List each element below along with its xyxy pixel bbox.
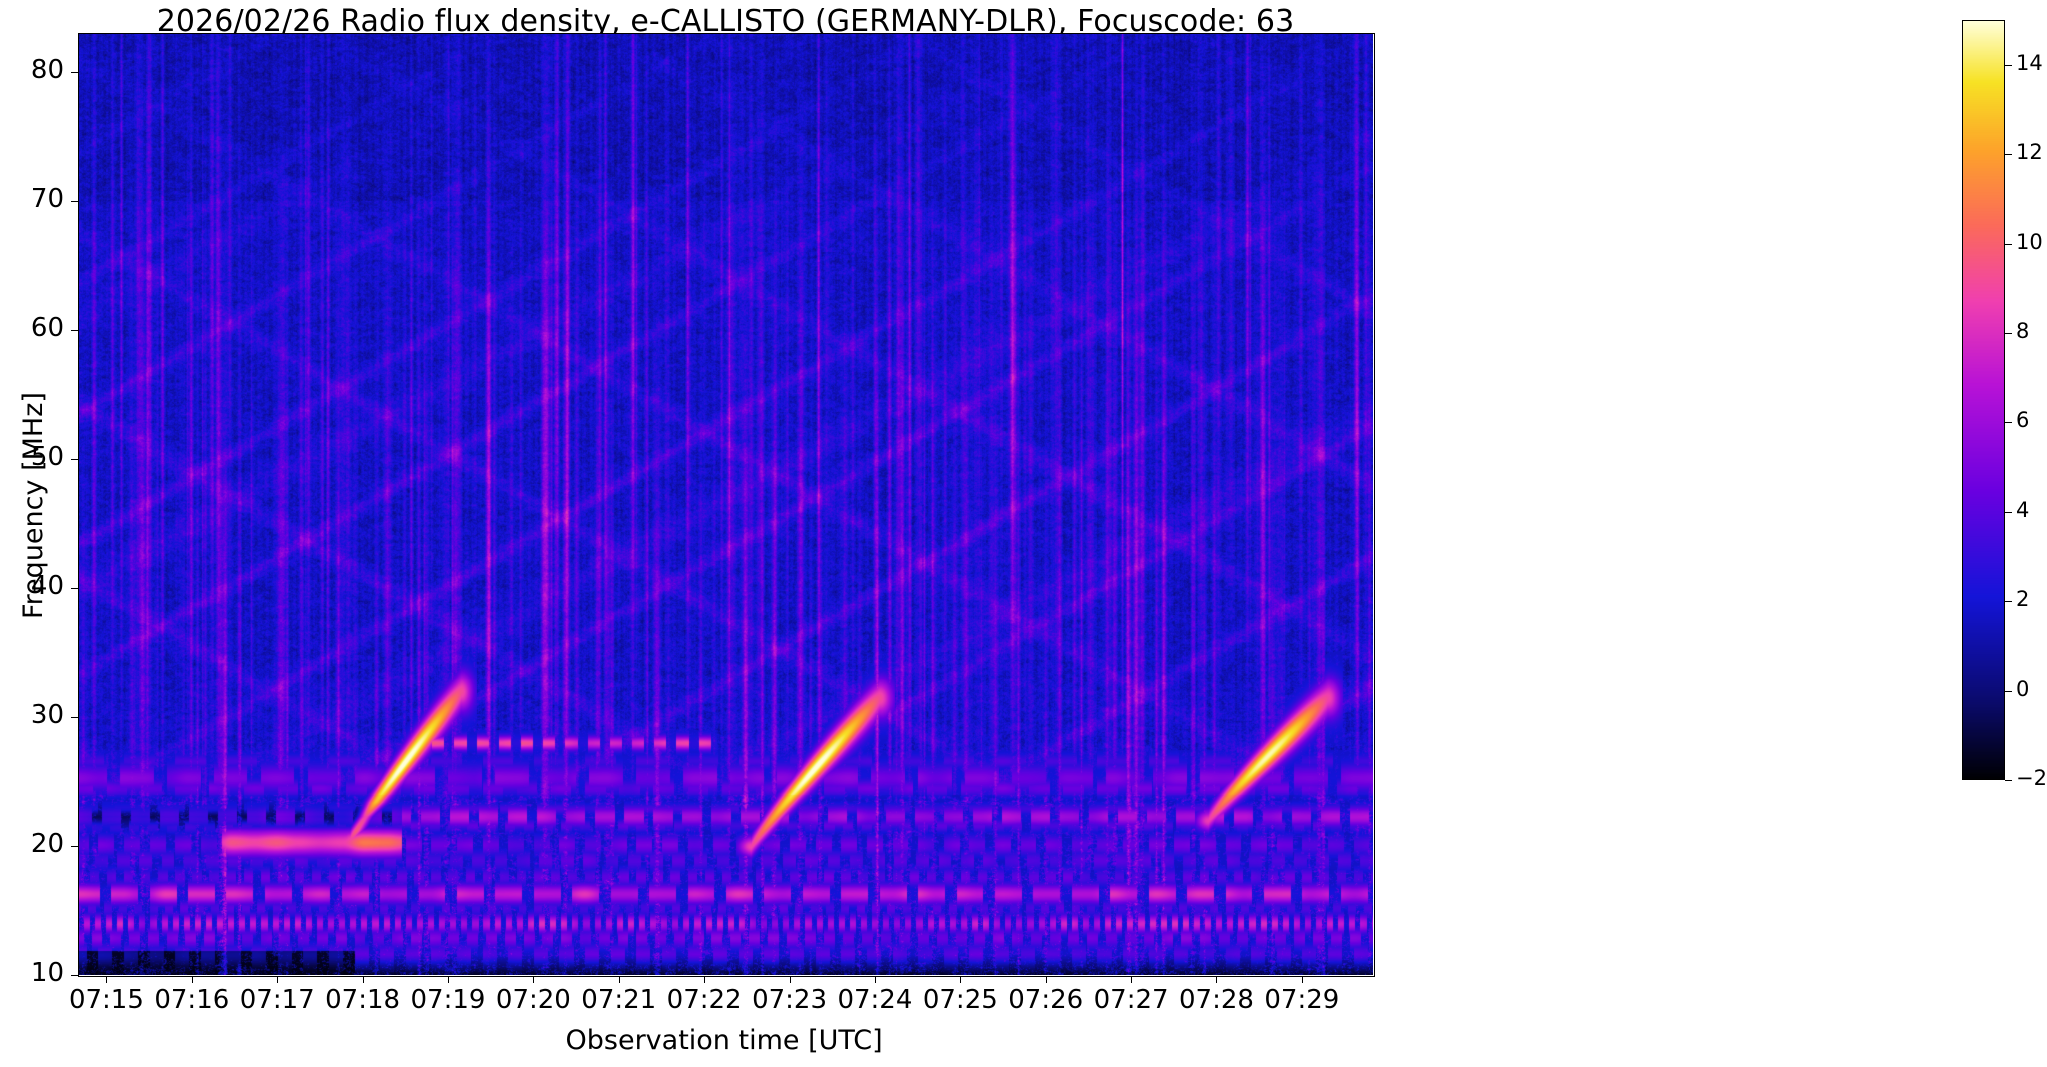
- y-tick-label: 30: [30, 699, 64, 730]
- y-tick-mark: [71, 458, 78, 460]
- colorbar-tick-label: −2: [2016, 766, 2047, 790]
- x-tick-label: 07:19: [410, 985, 486, 1015]
- x-tick-mark: [874, 976, 876, 983]
- x-tick-mark: [1216, 976, 1218, 983]
- y-tick-label: 50: [30, 441, 64, 472]
- colorbar-tick-mark: [2005, 422, 2012, 424]
- colorbar-tick-mark: [2005, 332, 2012, 334]
- colorbar-tick-mark: [2005, 690, 2012, 692]
- x-tick-label: 07:26: [1008, 985, 1084, 1015]
- colorbar-tick-label: 0: [2016, 676, 2030, 701]
- y-tick-mark: [71, 329, 78, 331]
- y-tick-label: 10: [30, 958, 64, 988]
- y-tick-mark: [71, 71, 78, 73]
- y-tick-mark: [71, 200, 78, 202]
- colorbar-tick-mark: [2005, 601, 2012, 603]
- x-tick-mark: [1131, 976, 1133, 983]
- colorbar-tick-label: 2: [2016, 587, 2030, 612]
- y-tick-label: 70: [30, 183, 64, 214]
- x-tick-mark: [1045, 976, 1047, 983]
- x-tick-label: 07:21: [581, 985, 657, 1015]
- x-tick-label: 07:27: [1093, 985, 1169, 1015]
- spectrogram-image: [78, 33, 1373, 975]
- x-tick-label: 07:15: [68, 985, 144, 1015]
- x-tick-label: 07:22: [666, 985, 742, 1015]
- colorbar-tick-label: 8: [2016, 318, 2030, 343]
- x-tick-label: 07:29: [1264, 985, 1340, 1015]
- y-tick-mark: [71, 845, 78, 847]
- y-tick-label: 20: [30, 828, 64, 859]
- y-axis-label: Frequency [MHz]: [18, 392, 49, 619]
- x-tick-label: 07:25: [922, 985, 998, 1015]
- colorbar-gradient: [1963, 21, 2004, 779]
- x-tick-label: 07:24: [837, 985, 913, 1015]
- y-tick-mark: [71, 975, 78, 976]
- x-tick-label: 07:18: [325, 985, 401, 1015]
- colorbar-tick-mark: [2005, 780, 2012, 781]
- x-tick-mark: [277, 976, 279, 983]
- colorbar-tick-mark: [2005, 511, 2012, 513]
- x-tick-mark: [1301, 976, 1303, 983]
- colorbar-tick-label: 10: [2016, 229, 2043, 254]
- y-tick-label: 60: [30, 312, 64, 343]
- colorbar-tick-label: 12: [2016, 140, 2043, 165]
- spectrogram-plot-area: [78, 33, 1373, 975]
- x-tick-mark: [533, 976, 535, 983]
- x-axis-label: Observation time [UTC]: [565, 1025, 883, 1056]
- x-tick-label: 07:16: [154, 985, 230, 1015]
- x-tick-mark: [362, 976, 364, 983]
- x-tick-mark: [447, 976, 449, 983]
- x-tick-label: 07:17: [239, 985, 315, 1015]
- colorbar-tick-mark: [2005, 64, 2012, 66]
- colorbar-tick-label: 4: [2016, 497, 2030, 522]
- x-tick-mark: [191, 976, 193, 983]
- colorbar-tick-label: 6: [2016, 408, 2030, 433]
- x-tick-mark: [618, 976, 620, 983]
- x-tick-mark: [106, 976, 108, 983]
- x-tick-label: 07:20: [495, 985, 571, 1015]
- x-tick-label: 07:28: [1179, 985, 1254, 1015]
- y-tick-label: 80: [30, 54, 64, 85]
- colorbar-tick-mark: [2005, 243, 2012, 245]
- x-tick-label: 07:23: [752, 985, 827, 1015]
- y-tick-mark: [71, 716, 78, 718]
- y-tick-mark: [71, 587, 78, 589]
- colorbar-tick-label: 14: [2016, 50, 2043, 75]
- y-tick-label: 40: [30, 570, 64, 601]
- colorbar-tick-mark: [2005, 154, 2012, 156]
- colorbar: [1962, 20, 2005, 780]
- x-tick-mark: [960, 976, 962, 983]
- x-tick-mark: [704, 976, 706, 983]
- x-tick-mark: [789, 976, 791, 983]
